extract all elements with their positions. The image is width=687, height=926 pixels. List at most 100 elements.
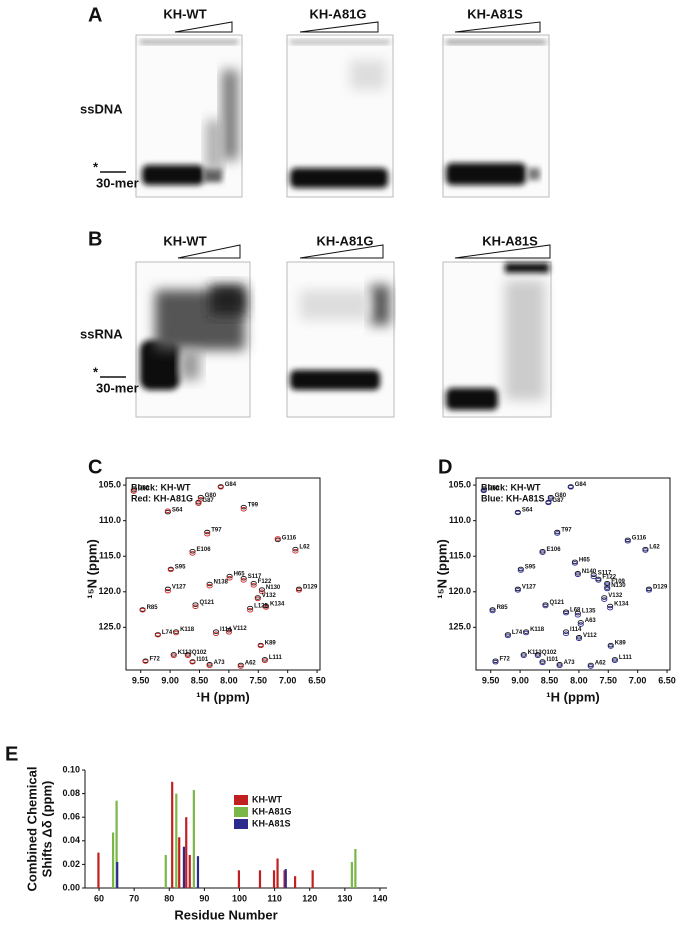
peak xyxy=(170,652,177,657)
peak xyxy=(504,633,511,639)
peak xyxy=(247,605,254,611)
y-tick-label: 115.0 xyxy=(449,551,471,561)
peak-label: F122 xyxy=(602,575,616,581)
y-axis-label: Combined Chemical xyxy=(24,767,39,892)
peak-label: F109 xyxy=(611,579,625,585)
peak xyxy=(142,659,149,664)
construct-label: KH-A81S xyxy=(467,6,523,21)
peak xyxy=(254,596,261,602)
bar xyxy=(111,832,115,888)
peak-label: I114 xyxy=(220,627,232,633)
peak-label: G80 xyxy=(555,493,567,499)
peak xyxy=(240,504,247,510)
x-tick-label: 90 xyxy=(199,893,209,903)
peak-label: A73 xyxy=(214,660,226,666)
peak xyxy=(213,631,220,636)
gel xyxy=(286,261,395,418)
x-tick-label: 8.00 xyxy=(570,675,588,685)
bar xyxy=(97,852,100,888)
y-tick-label: 105.0 xyxy=(98,479,121,489)
peak xyxy=(489,608,496,614)
peak-label: H65 xyxy=(234,572,246,578)
peak-label: D129 xyxy=(653,585,668,591)
peak xyxy=(250,583,257,588)
x-tick-label: 7.50 xyxy=(250,675,268,685)
peak xyxy=(189,548,196,554)
peak xyxy=(213,629,220,634)
bar xyxy=(116,862,119,888)
peak xyxy=(590,572,597,577)
peak xyxy=(247,608,254,613)
bar xyxy=(284,869,287,888)
legend-swatch xyxy=(234,795,248,805)
peak xyxy=(542,602,549,607)
panel-label: A xyxy=(88,4,102,26)
peak xyxy=(504,632,511,637)
peak-label: L111 xyxy=(269,655,283,661)
peak xyxy=(523,629,530,634)
peak-label: S117 xyxy=(248,574,262,580)
peak xyxy=(173,629,180,634)
y-tick-label: 125.0 xyxy=(98,622,121,632)
bar xyxy=(258,870,262,888)
peak xyxy=(547,496,554,501)
peak xyxy=(604,582,611,587)
peak xyxy=(206,662,213,667)
peak xyxy=(563,629,570,634)
peak xyxy=(604,586,611,592)
peak xyxy=(262,605,270,610)
peak xyxy=(154,632,161,638)
peak-label: V127 xyxy=(172,585,187,591)
peak xyxy=(217,484,224,490)
peak xyxy=(225,630,233,635)
x-tick-label: 7.50 xyxy=(600,675,618,685)
peak xyxy=(590,574,597,580)
peak-label: G87 xyxy=(552,498,564,504)
panel-label: C xyxy=(88,456,102,478)
peak xyxy=(517,566,524,572)
x-axis-label: ¹H (ppm) xyxy=(196,689,249,704)
y-tick-label: 0.10 xyxy=(62,764,80,774)
peak xyxy=(262,603,270,609)
bar xyxy=(350,862,353,888)
peak xyxy=(539,548,546,554)
x-tick-label: 7.00 xyxy=(629,675,647,685)
peak xyxy=(539,659,546,664)
peak-label: A73 xyxy=(564,660,576,666)
peak-label: G86 xyxy=(138,486,150,492)
legend-entry: Black: KH-WT xyxy=(131,482,191,492)
peak xyxy=(554,529,561,535)
peak xyxy=(206,581,213,587)
peak-label: S64 xyxy=(522,508,533,514)
gel xyxy=(135,34,243,198)
peak xyxy=(601,597,608,602)
peak-label: F72 xyxy=(150,656,161,662)
peak-label: L125 xyxy=(254,604,268,610)
y-axis-label: ¹⁵N (ppm) xyxy=(434,539,449,599)
peak-label: L62 xyxy=(649,545,660,551)
peak xyxy=(542,603,549,609)
peak xyxy=(520,653,527,659)
x-tick-label: 70 xyxy=(129,893,139,903)
peak xyxy=(164,509,171,515)
peak-label: R85 xyxy=(497,605,509,611)
peak xyxy=(514,586,521,592)
peak xyxy=(575,635,583,640)
peak-label: T97 xyxy=(211,528,222,534)
peak xyxy=(595,578,602,583)
peak xyxy=(240,576,247,581)
peak xyxy=(607,644,614,649)
peak xyxy=(261,658,268,664)
peak-label: N130 xyxy=(611,583,626,589)
y-tick-label: 0.08 xyxy=(62,788,80,798)
peak xyxy=(164,586,171,592)
peak xyxy=(607,642,614,648)
x-tick-label: 8.50 xyxy=(191,675,209,685)
peak-label: K118 xyxy=(530,627,545,633)
peak xyxy=(480,488,487,494)
peak-label: A63 xyxy=(585,618,597,624)
legend-entry: Red: KH-A81G xyxy=(131,493,193,503)
bar xyxy=(276,858,279,888)
legend-entry: KH-A81G xyxy=(252,806,292,816)
x-tick-label: 9.50 xyxy=(132,675,150,685)
